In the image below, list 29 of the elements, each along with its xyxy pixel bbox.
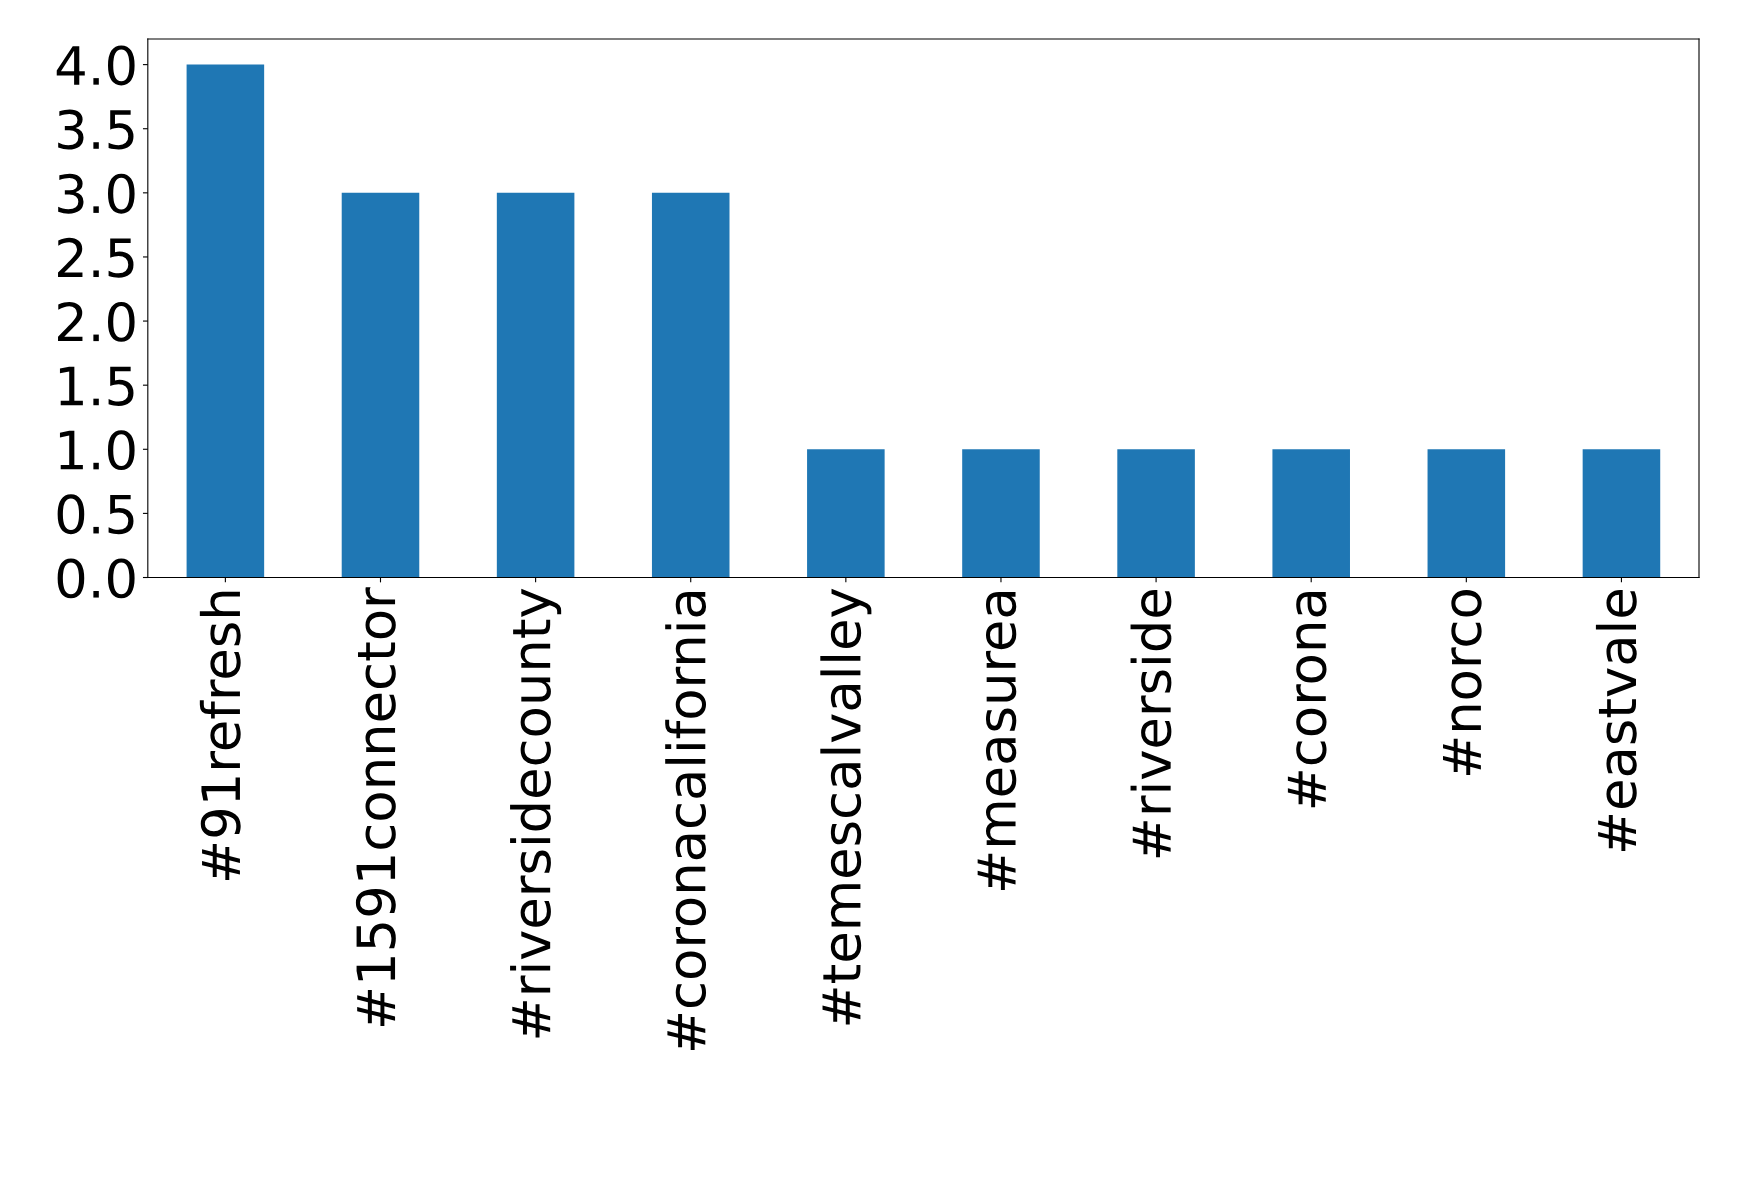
x-tick-label: #1591connector bbox=[355, 587, 396, 1027]
x-tick-label: #eastvale bbox=[1595, 590, 1637, 852]
x-tick-label: #temescalvalley bbox=[820, 588, 872, 1025]
y-tick-label: 0.0 bbox=[57, 558, 135, 599]
bar bbox=[1582, 449, 1661, 578]
y-tick-label: 0.5 bbox=[57, 494, 134, 535]
bar bbox=[1117, 449, 1195, 578]
x-tick-label: #norco bbox=[1443, 590, 1482, 775]
bar bbox=[186, 64, 265, 578]
bar bbox=[651, 192, 730, 578]
x-tick-label: #riverside bbox=[1130, 590, 1172, 858]
x-tick-label: #riversidecounty bbox=[510, 588, 562, 1038]
bar bbox=[1427, 449, 1506, 578]
x-tick-label: #coronacalifornia bbox=[665, 592, 707, 1051]
bar bbox=[496, 192, 575, 578]
bar bbox=[1272, 449, 1350, 578]
y-tick-label: 1.5 bbox=[59, 366, 134, 406]
x-tick-label: #91refresh bbox=[199, 591, 241, 881]
y-tick-label: 2.5 bbox=[58, 237, 134, 278]
bar bbox=[962, 449, 1040, 578]
y-tick-label: 4.0 bbox=[56, 45, 135, 86]
x-tick-label: #measurea bbox=[977, 592, 1017, 890]
y-tick-label: 3.0 bbox=[58, 173, 135, 214]
bar bbox=[341, 192, 420, 578]
y-tick-label: 1.0 bbox=[59, 430, 135, 471]
x-tick-label: #corona bbox=[1287, 592, 1327, 808]
y-tick-label: 2.0 bbox=[58, 301, 135, 342]
bar bbox=[807, 449, 885, 578]
y-tick-label: 3.5 bbox=[58, 109, 134, 150]
